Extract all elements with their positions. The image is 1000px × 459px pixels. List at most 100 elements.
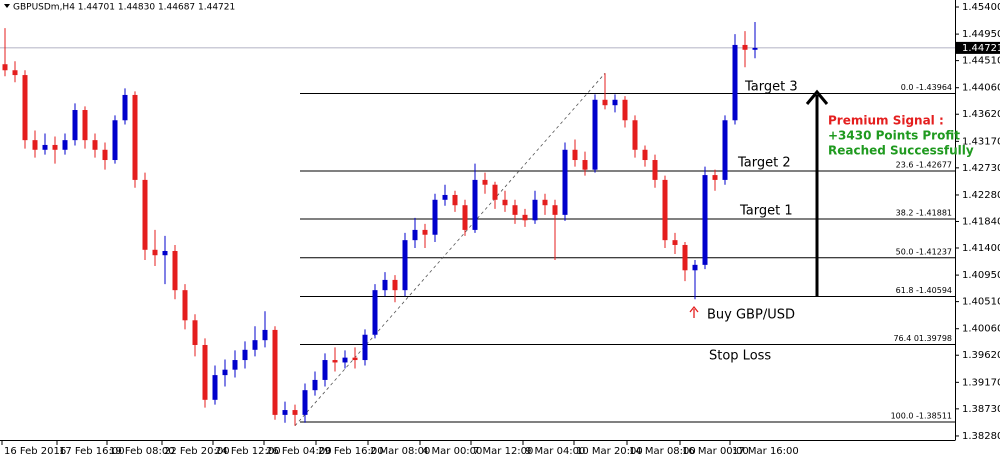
candle-body bbox=[232, 360, 238, 370]
candle-body bbox=[32, 140, 38, 150]
candle-body bbox=[122, 94, 128, 121]
candle-body bbox=[42, 144, 48, 150]
candle-body bbox=[302, 390, 308, 415]
y-tick-label: 1.42280 bbox=[962, 190, 1000, 201]
x-tick-label: 19 Feb 08:00 bbox=[109, 446, 175, 457]
x-tick-label: 16 Feb 2016 bbox=[4, 446, 66, 457]
candle-body bbox=[452, 194, 458, 206]
x-tick-label: 2 Mar 08:00 bbox=[370, 446, 430, 457]
fibo-trendline bbox=[294, 72, 606, 426]
candle-body bbox=[72, 110, 78, 141]
candle-body bbox=[402, 240, 408, 291]
candle-body bbox=[682, 244, 688, 271]
target-1-label: Target 1 bbox=[739, 204, 793, 219]
candle-body bbox=[432, 199, 438, 235]
candle-body bbox=[82, 110, 88, 141]
candle-body bbox=[262, 329, 268, 341]
menu-triangle[interactable] bbox=[4, 4, 10, 8]
candle-body bbox=[692, 264, 698, 271]
candle-body bbox=[642, 149, 648, 161]
y-tick-label: 1.44510 bbox=[962, 56, 1000, 67]
candle-body bbox=[652, 160, 658, 180]
candle-body bbox=[292, 410, 298, 415]
candle-body bbox=[372, 290, 378, 335]
candle-body bbox=[52, 144, 58, 150]
y-tick-label: 1.38730 bbox=[962, 404, 1000, 415]
fibo-label: 23.6 -1.42677 bbox=[896, 161, 952, 170]
candle-body bbox=[332, 360, 338, 363]
candle-body bbox=[2, 64, 8, 71]
candle-body bbox=[632, 120, 638, 150]
signal-title: Premium Signal : bbox=[828, 114, 944, 128]
candle-body bbox=[362, 334, 368, 361]
candle-body bbox=[212, 375, 218, 400]
y-tick-label: 1.44060 bbox=[962, 83, 1000, 94]
signal-status: Reached Successfully bbox=[828, 144, 974, 158]
candle-body bbox=[382, 279, 388, 291]
candle-body bbox=[412, 229, 418, 241]
fibo-label: 76.4 01.39798 bbox=[893, 334, 952, 343]
x-tick-label: 16 Mar 00:00 bbox=[682, 446, 749, 457]
candle-body bbox=[742, 44, 748, 50]
candle-body bbox=[722, 120, 728, 180]
y-tick-label: 1.38280 bbox=[962, 431, 1000, 442]
x-tick-label: 4 Mar 00:00 bbox=[422, 446, 482, 457]
candle-body bbox=[582, 160, 588, 170]
y-tick-label: 1.39620 bbox=[962, 350, 1000, 361]
candle-body bbox=[132, 94, 138, 180]
fibo-label: 38.2 -1.41881 bbox=[896, 209, 952, 218]
x-tick-label: 22 Feb 20:00 bbox=[164, 446, 230, 457]
candle-body bbox=[92, 140, 98, 150]
candle-body bbox=[472, 179, 478, 230]
y-tick-label: 1.39170 bbox=[962, 377, 1000, 388]
candle-body bbox=[142, 179, 148, 250]
candle-body bbox=[672, 240, 678, 245]
target-2-label: Target 2 bbox=[737, 156, 791, 171]
candle-body bbox=[552, 205, 558, 215]
buy-arrow bbox=[689, 305, 699, 318]
y-tick-label: 1.43170 bbox=[962, 136, 1000, 147]
candle-body bbox=[462, 205, 468, 230]
fibo-label: 50.0 -1.41237 bbox=[896, 247, 952, 256]
candle-body bbox=[522, 214, 528, 221]
y-tick-label: 1.43620 bbox=[962, 109, 1000, 120]
candle-body bbox=[252, 340, 258, 350]
candle-body bbox=[342, 357, 348, 363]
signal-profit: +3430 Points Profit bbox=[828, 129, 960, 143]
x-tick-label: 9 Mar 04:00 bbox=[525, 446, 585, 457]
y-tick-label: 1.44950 bbox=[962, 29, 1000, 40]
candle-body bbox=[112, 120, 118, 161]
x-tick-label: 14 Mar 08:00 bbox=[629, 446, 696, 457]
candle-body bbox=[532, 199, 538, 221]
profit-arrow-head bbox=[805, 89, 829, 105]
candle-body bbox=[102, 149, 108, 161]
candle-body bbox=[712, 175, 718, 180]
candle-body bbox=[592, 99, 598, 170]
candle-body bbox=[162, 250, 168, 256]
candle-body bbox=[22, 75, 28, 141]
candle-body bbox=[182, 290, 188, 321]
candle-body bbox=[172, 250, 178, 291]
x-tick-label: 17 Feb 16:00 bbox=[59, 446, 125, 457]
candle-body bbox=[352, 357, 358, 361]
y-tick-label: 1.42730 bbox=[962, 163, 1000, 174]
candle-body bbox=[322, 360, 328, 380]
candle-body bbox=[422, 229, 428, 235]
candle-body bbox=[492, 184, 498, 200]
candle-body bbox=[242, 349, 248, 361]
candle-body bbox=[562, 149, 568, 215]
fibo-label: 100.0 -1.38511 bbox=[891, 412, 952, 421]
y-tick-label: 1.40060 bbox=[962, 324, 1000, 335]
candle-body bbox=[12, 70, 18, 76]
current-price-box bbox=[956, 41, 1000, 54]
candle-body bbox=[202, 344, 208, 400]
candle-body bbox=[612, 99, 618, 106]
x-tick-label: 26 Feb 04:00 bbox=[266, 446, 332, 457]
candle-body bbox=[392, 279, 398, 291]
fibo-label: 0.0 -1.43964 bbox=[901, 83, 952, 92]
candle-body bbox=[662, 179, 668, 241]
stop-loss-label: Stop Loss bbox=[709, 349, 771, 364]
